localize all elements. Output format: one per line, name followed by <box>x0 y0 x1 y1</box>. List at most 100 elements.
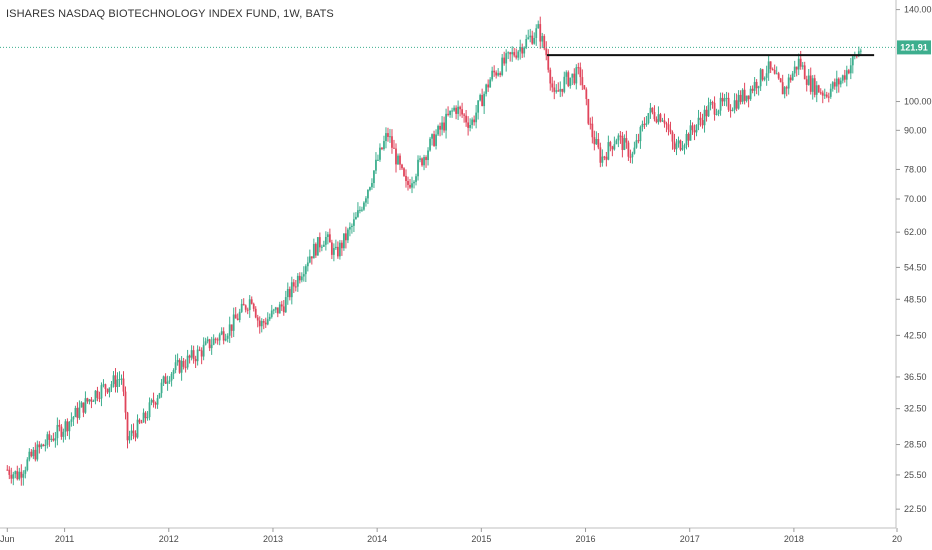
candle-body <box>278 304 281 314</box>
candle-body <box>825 94 828 97</box>
candle-body <box>330 242 333 255</box>
candle-body <box>651 107 654 113</box>
candle-body <box>623 138 626 150</box>
candle-body <box>50 438 53 440</box>
candle-body <box>501 57 504 75</box>
candle-body <box>336 246 339 257</box>
candle-body <box>427 150 429 161</box>
y-tick-label: 70.00 <box>904 194 927 204</box>
candle-body <box>417 159 419 177</box>
candle-body <box>431 134 433 139</box>
candle-body <box>777 73 780 79</box>
candle-body <box>551 83 554 88</box>
candle-body <box>140 422 143 424</box>
candle-body <box>252 303 255 309</box>
x-tick-label: 2011 <box>55 534 74 544</box>
candle-body <box>457 106 459 114</box>
candle-body <box>228 324 231 336</box>
candle-body <box>739 94 742 102</box>
candle-body <box>495 72 498 76</box>
candle-body <box>743 89 746 101</box>
candle-body <box>94 390 97 401</box>
candle-body <box>22 473 25 478</box>
candle-body <box>72 417 75 420</box>
candle-body <box>52 438 55 441</box>
candle-body <box>691 125 694 131</box>
candle-body <box>695 125 698 133</box>
candle-body <box>78 407 81 418</box>
candle-body <box>765 73 768 78</box>
candle-body <box>689 125 692 141</box>
candle-body <box>128 436 131 441</box>
candle-body <box>439 125 441 130</box>
candle-body <box>98 397 101 399</box>
candle-body <box>775 73 778 75</box>
candle-body <box>377 159 379 161</box>
candle-body <box>256 317 259 321</box>
candle-body <box>282 306 285 313</box>
candle-body <box>669 129 672 133</box>
candle-body <box>355 216 357 220</box>
candle-body <box>847 70 850 74</box>
candle-body <box>499 73 502 75</box>
candle-body <box>349 226 351 230</box>
candle-body <box>435 134 437 146</box>
candle-body <box>338 242 341 257</box>
candle-body <box>188 355 191 358</box>
candle-body <box>124 391 127 413</box>
candle-body <box>391 136 393 148</box>
candle-body <box>248 299 251 311</box>
candle-body <box>66 421 69 432</box>
candle-body <box>359 209 361 211</box>
candle-body <box>801 65 804 67</box>
candle-body <box>385 133 387 142</box>
y-tick-label: 140.00 <box>904 5 932 15</box>
candle-body <box>236 318 239 320</box>
candle-body <box>667 124 670 130</box>
candle-body <box>593 137 596 145</box>
candle-body <box>831 82 834 89</box>
candle-body <box>503 57 506 64</box>
candle-body <box>791 73 794 81</box>
candle-body <box>587 99 590 124</box>
current-price-label: 121.91 <box>900 42 928 52</box>
candle-body <box>581 77 584 86</box>
candle-body <box>244 305 247 310</box>
candle-body <box>322 244 325 247</box>
candle-body <box>649 107 652 114</box>
candle-body <box>238 311 241 320</box>
candle-body <box>344 233 347 241</box>
candle-body <box>132 430 135 434</box>
candle-body <box>40 444 43 448</box>
candle-body <box>511 52 514 55</box>
candle-body <box>839 80 842 85</box>
candle-body <box>264 322 267 325</box>
candle-body <box>310 256 313 259</box>
candle-body <box>553 87 556 92</box>
candle-body <box>659 114 662 122</box>
candle-body <box>347 229 349 241</box>
candle-body <box>597 139 600 148</box>
candle-body <box>419 158 421 160</box>
candle-body <box>268 316 271 320</box>
candle-body <box>483 93 486 107</box>
candle-body <box>60 426 63 437</box>
candle-body <box>308 256 311 263</box>
candle-body <box>781 82 784 95</box>
candle-body <box>701 120 704 126</box>
candle-body <box>681 148 684 150</box>
candle-body <box>601 156 604 163</box>
candle-body <box>813 78 816 95</box>
candle-body <box>266 319 269 325</box>
candle-body <box>178 360 181 373</box>
x-tick-label: 2015 <box>471 534 491 544</box>
x-tick-label: 2016 <box>576 534 596 544</box>
candle-body <box>761 69 764 80</box>
candle-body <box>12 474 15 479</box>
candle-body <box>815 85 818 95</box>
candle-body <box>286 288 289 298</box>
candle-body <box>168 380 171 382</box>
candle-body <box>389 136 391 138</box>
candle-body <box>102 384 105 386</box>
